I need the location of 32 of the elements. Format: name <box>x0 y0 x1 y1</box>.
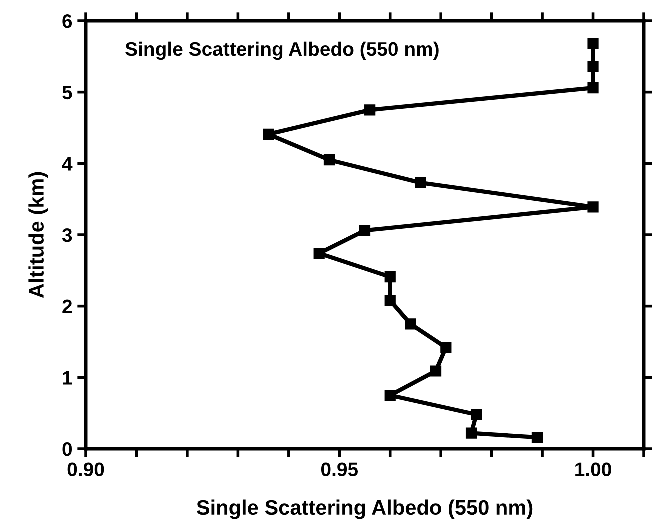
point <box>440 342 452 354</box>
y-tick-label: 1 <box>63 371 72 385</box>
point <box>263 128 274 140</box>
point <box>588 202 599 213</box>
y-tick-label: 2 <box>62 300 72 314</box>
point <box>384 272 396 283</box>
point <box>471 409 482 420</box>
point <box>430 366 442 377</box>
y-axis-title: Altitude (km) <box>28 172 48 298</box>
point <box>314 248 325 260</box>
x-tick-label: 1.00 <box>576 462 612 476</box>
point <box>588 61 599 72</box>
point <box>405 318 416 330</box>
point <box>384 295 396 306</box>
point <box>532 432 544 444</box>
x-axis-title: Single Scattering Albedo (550 nm) <box>196 500 533 520</box>
point <box>415 177 426 188</box>
point <box>359 225 371 236</box>
y-tick-label: 3 <box>62 228 72 242</box>
y-tick-label: 5 <box>62 86 72 100</box>
point <box>324 154 336 166</box>
point <box>384 390 396 402</box>
point <box>466 428 478 439</box>
point <box>588 38 599 50</box>
x-tick-label: 0.90 <box>68 462 104 476</box>
annotation: Single Scattering Albedo (550 nm) <box>126 42 439 60</box>
y-tick-label: 0 <box>62 442 72 456</box>
point <box>588 82 599 94</box>
y-tick-label: 6 <box>62 14 72 28</box>
x-tick-label: 0.95 <box>321 462 358 476</box>
y-tick-label: 4 <box>62 157 73 171</box>
point <box>364 104 376 116</box>
